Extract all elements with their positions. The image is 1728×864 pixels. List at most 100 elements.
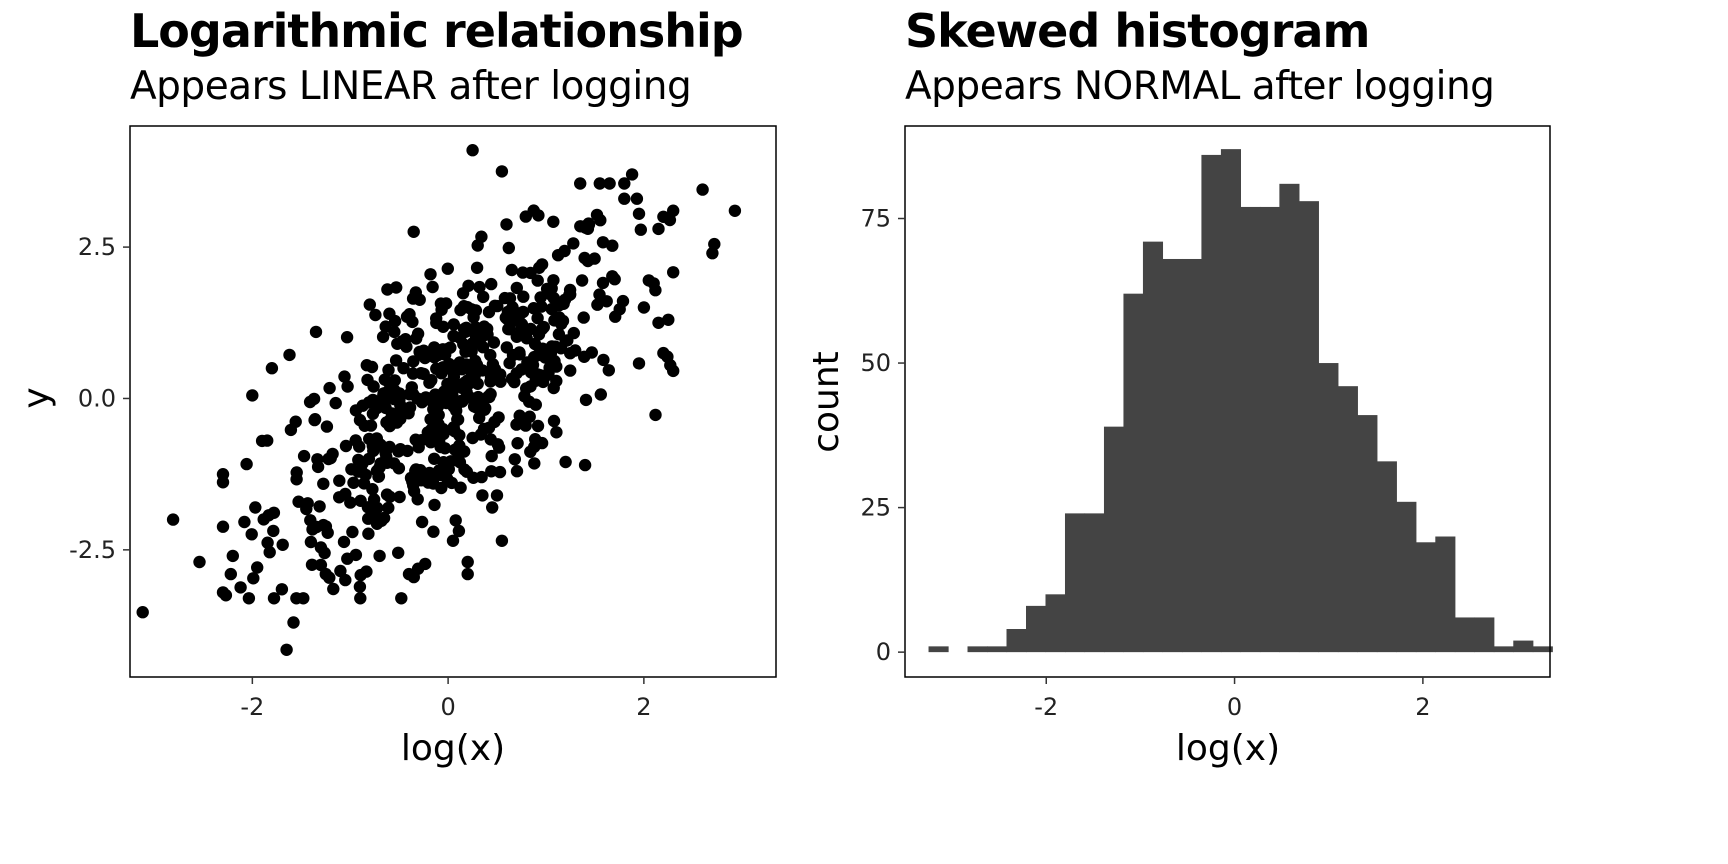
scatter-point bbox=[510, 281, 523, 295]
scatter-point bbox=[362, 452, 376, 466]
scatter-point bbox=[323, 571, 336, 584]
scatter-point bbox=[495, 534, 509, 547]
scatter-point bbox=[494, 368, 507, 381]
chart-title-left: Logarithmic relationship bbox=[130, 4, 744, 58]
scatter-point bbox=[512, 311, 525, 325]
scatter-point bbox=[593, 288, 606, 301]
histogram-x-tick-label: 0 bbox=[1227, 693, 1242, 721]
scatter-point bbox=[297, 592, 310, 605]
scatter-point bbox=[337, 535, 351, 549]
scatter-point bbox=[667, 266, 680, 279]
scatter-point bbox=[455, 363, 469, 376]
scatter-point bbox=[452, 524, 466, 538]
scatter-point bbox=[397, 362, 410, 375]
scatter-point bbox=[475, 230, 488, 243]
scatter-point bbox=[597, 353, 610, 367]
scatter-point bbox=[446, 534, 460, 547]
scatter-point bbox=[466, 338, 479, 351]
scatter-point bbox=[579, 393, 593, 407]
scatter-point bbox=[470, 261, 484, 274]
scatter-point bbox=[490, 489, 504, 502]
scatter-point bbox=[226, 549, 239, 563]
chart-title-right: Skewed histogram bbox=[905, 4, 1370, 58]
scatter-point bbox=[527, 302, 540, 315]
scatter-point bbox=[502, 241, 515, 255]
scatter-point bbox=[528, 337, 542, 351]
scatter-point bbox=[411, 562, 425, 575]
histogram-y-tick-label: 25 bbox=[860, 494, 891, 522]
scatter-point bbox=[508, 453, 521, 466]
scatter-point bbox=[373, 549, 386, 563]
scatter-point bbox=[510, 418, 523, 431]
scatter-point bbox=[428, 452, 441, 465]
scatter-point bbox=[369, 308, 382, 322]
scatter-point bbox=[305, 558, 319, 571]
scatter-point bbox=[618, 192, 631, 205]
scatter-point bbox=[485, 465, 498, 478]
scatter-point bbox=[505, 263, 518, 277]
histogram-bar bbox=[1337, 386, 1358, 653]
scatter-point bbox=[563, 288, 576, 302]
scatter-point bbox=[287, 616, 300, 629]
scatter-point bbox=[632, 357, 646, 370]
scatter-point bbox=[467, 471, 480, 484]
histogram-bar bbox=[967, 646, 988, 653]
scatter-point bbox=[472, 390, 485, 404]
scatter-point bbox=[437, 456, 450, 469]
histogram-bar bbox=[1201, 154, 1222, 653]
scatter-point bbox=[485, 449, 498, 463]
scatter-point bbox=[578, 251, 591, 265]
scatter-point bbox=[435, 367, 448, 380]
scatter-x-tick-label: -2 bbox=[240, 693, 264, 721]
scatter-point bbox=[706, 247, 719, 260]
scatter-point bbox=[357, 477, 371, 490]
scatter-point bbox=[382, 501, 395, 515]
scatter-point bbox=[267, 592, 281, 605]
histogram-bar bbox=[1493, 646, 1514, 653]
scatter-point bbox=[438, 442, 452, 455]
scatter-point bbox=[477, 290, 490, 304]
scatter-point bbox=[594, 388, 607, 401]
scatter-point bbox=[630, 192, 644, 205]
scatter-point bbox=[667, 204, 680, 217]
scatter-point bbox=[462, 279, 475, 292]
scatter-point bbox=[361, 373, 374, 387]
scatter-point bbox=[354, 592, 367, 605]
scatter-point bbox=[593, 177, 606, 190]
scatter-point bbox=[446, 364, 459, 377]
scatter-point bbox=[314, 558, 328, 572]
scatter-point bbox=[247, 572, 260, 585]
scatter-point bbox=[596, 236, 610, 249]
scatter-point bbox=[304, 514, 317, 527]
scatter-point bbox=[574, 177, 587, 190]
scatter-point bbox=[388, 314, 402, 328]
scatter-y-tick-label: -2.5 bbox=[69, 536, 116, 564]
scatter-point bbox=[550, 360, 563, 373]
scatter-point bbox=[466, 144, 479, 157]
scatter-point bbox=[432, 418, 445, 431]
scatter-point bbox=[224, 567, 237, 581]
scatter-point bbox=[652, 222, 665, 236]
histogram-bar bbox=[1240, 206, 1261, 653]
scatter-point bbox=[257, 513, 270, 526]
scatter-point bbox=[383, 440, 396, 454]
histogram-bar bbox=[1103, 426, 1125, 653]
scatter-point bbox=[491, 299, 504, 313]
scatter-point bbox=[478, 320, 491, 333]
histogram-bar bbox=[1220, 149, 1241, 653]
scatter-point bbox=[502, 322, 515, 336]
scatter-point bbox=[346, 525, 359, 539]
scatter-point bbox=[382, 363, 395, 377]
histogram-bar bbox=[1123, 293, 1144, 653]
scatter-point bbox=[341, 552, 354, 565]
scatter-point bbox=[661, 350, 674, 363]
histogram-bar bbox=[1298, 201, 1319, 653]
scatter-point bbox=[309, 325, 323, 339]
axes-layer: -2 0 2 -2.5 0.0 2.5 -2 0 2 0 25 50 75 bbox=[69, 205, 1430, 721]
scatter-point bbox=[403, 401, 417, 414]
scatter-point bbox=[427, 525, 440, 538]
scatter-point bbox=[280, 643, 293, 656]
scatter-point bbox=[370, 402, 383, 415]
scatter-point bbox=[523, 410, 536, 423]
scatter-point bbox=[590, 208, 604, 222]
